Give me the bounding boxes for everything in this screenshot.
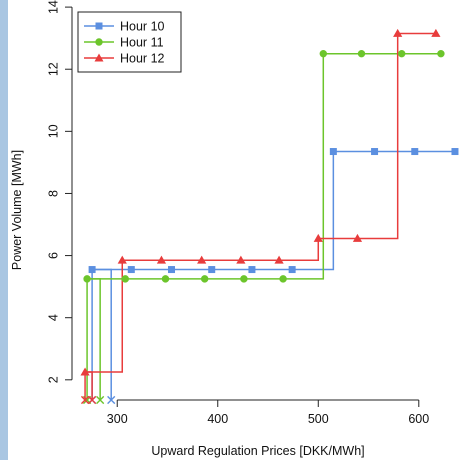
point-hour-12 (431, 28, 441, 37)
point-hour-12 (197, 255, 207, 264)
x-tick-label: 400 (207, 412, 228, 426)
point-hour-12 (352, 233, 363, 242)
point-hour-10 (371, 148, 379, 156)
lower-step-hour-10 (91, 268, 112, 400)
series-line-hour-11 (87, 52, 441, 280)
axes-layer: Upward Regulation Prices [DKK/MWh] Power… (10, 0, 429, 458)
point-hour-11 (200, 275, 209, 283)
chart-panel: Upward Regulation Prices [DKK/MWh] Power… (8, 0, 459, 460)
y-tick-label: 14 (46, 0, 60, 14)
lower-step-hour-11 (86, 278, 101, 400)
point-hour-10 (208, 266, 216, 274)
legend-marker-hour-10 (95, 22, 103, 30)
point-hour-11 (161, 275, 170, 283)
series-line-hour-10 (92, 150, 455, 271)
cross-marker-hour-12 (80, 395, 90, 405)
point-hour-10 (168, 266, 176, 274)
point-hour-11 (240, 275, 248, 283)
legend-label-hour-11: Hour 11 (120, 36, 164, 50)
legend-marker-hour-11 (95, 38, 103, 46)
point-hour-12 (117, 255, 127, 264)
x-axis-label: Upward Regulation Prices [DKK/MWh] (151, 444, 364, 458)
point-hour-11 (357, 49, 366, 58)
series-line-hour-12 (85, 32, 436, 373)
y-axis-label: Power Volume [MWh] (10, 150, 24, 270)
point-hour-12 (274, 255, 284, 264)
x-tick-label: 500 (308, 412, 329, 426)
cross-marker-hour-11 (96, 395, 105, 405)
step-chart: Upward Regulation Prices [DKK/MWh] Power… (10, 0, 459, 458)
point-hour-11 (398, 49, 406, 58)
point-hour-11 (121, 275, 129, 283)
cross-marker-hour-10 (107, 395, 116, 405)
point-hour-10 (88, 266, 96, 274)
point-hour-10 (411, 148, 419, 156)
y-tick-label: 10 (46, 124, 60, 138)
cross-marker-hour-12 (88, 395, 97, 405)
point-hour-11 (279, 275, 287, 283)
point-hour-10 (288, 266, 296, 274)
point-hour-10 (329, 148, 337, 156)
legend-marker-hour-12 (94, 53, 104, 62)
y-tick-label: 4 (46, 314, 60, 321)
point-hour-11 (319, 49, 327, 58)
x-tick-label: 300 (107, 412, 128, 426)
lower-step-hour-12 (84, 371, 93, 400)
point-hour-10 (248, 266, 256, 274)
y-tick-label: 8 (46, 190, 60, 197)
point-hour-10 (451, 148, 459, 156)
series-layer (80, 28, 459, 405)
y-tick-label: 6 (46, 252, 60, 259)
legend: Hour 10 Hour 11 Hour 12 (77, 11, 182, 73)
x-tick-label: 600 (408, 412, 429, 426)
y-tick-label: 12 (46, 62, 60, 76)
point-hour-12 (236, 255, 246, 264)
point-hour-12 (80, 367, 90, 376)
legend-label-hour-10: Hour 10 (120, 20, 165, 34)
point-hour-11 (437, 49, 445, 58)
legend-label-hour-12: Hour 12 (120, 52, 165, 66)
point-hour-12 (156, 255, 167, 264)
y-tick-label: 2 (46, 376, 60, 383)
point-hour-10 (127, 266, 135, 274)
point-hour-11 (83, 275, 91, 283)
point-hour-12 (313, 233, 323, 242)
point-hour-12 (393, 28, 403, 37)
